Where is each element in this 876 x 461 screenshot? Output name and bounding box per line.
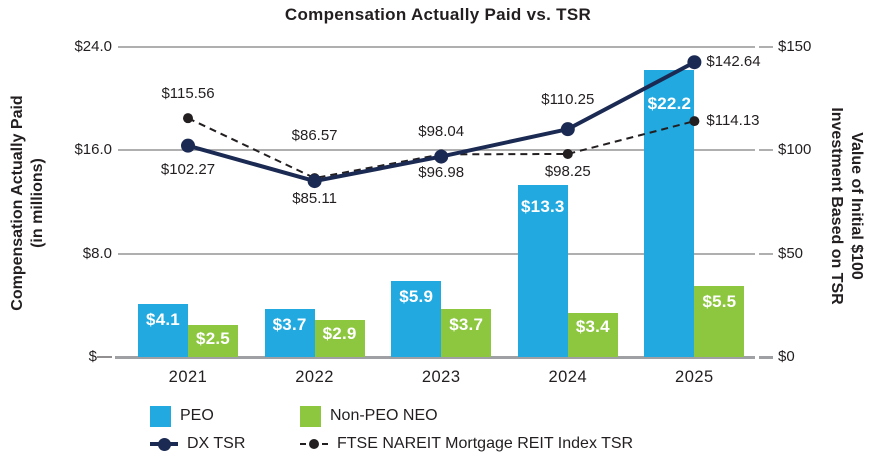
bar-label-neo-2024: $3.4 bbox=[575, 317, 610, 337]
legend-label-neo: Non-PEO NEO bbox=[330, 407, 438, 424]
data-point-ftse-2025 bbox=[689, 116, 700, 127]
data-point-dx-2021 bbox=[181, 138, 195, 153]
bar-label-peo-2023: $5.9 bbox=[399, 286, 434, 306]
point-label-ftse-2022: $86.57 bbox=[291, 127, 338, 145]
data-point-dx-2022 bbox=[307, 174, 322, 189]
x-label-2023: 2023 bbox=[421, 368, 461, 386]
x-axis-right-dash bbox=[759, 355, 773, 359]
legend-label-peo: PEO bbox=[180, 407, 214, 424]
point-label-dx-2021: $102.27 bbox=[160, 160, 216, 178]
data-point-dx-2025 bbox=[687, 55, 702, 70]
legend: PEO Non-PEO NEO DX TSR FTSE NAREIT Mortg… bbox=[150, 402, 790, 458]
dx-tsr-line-icon bbox=[150, 434, 178, 454]
right-axis-tick: $0 bbox=[778, 348, 795, 365]
bar-neo-2021 bbox=[188, 324, 238, 357]
bar-neo-2025 bbox=[694, 285, 745, 357]
bar-label-neo-2023: $3.7 bbox=[449, 315, 484, 335]
gridline-right-dash bbox=[759, 46, 773, 48]
bar-label-neo-2021: $2.5 bbox=[196, 328, 230, 348]
legend-item-ftse: FTSE NAREIT Mortgage REIT Index TSR bbox=[300, 434, 790, 454]
point-label-dx-2023: $96.98 bbox=[418, 163, 465, 181]
non-peo-neo-swatch-icon bbox=[300, 405, 321, 427]
bar-label-neo-2025: $5.5 bbox=[702, 291, 737, 311]
gridline bbox=[118, 252, 755, 255]
data-point-ftse-2021 bbox=[183, 113, 193, 124]
bar-neo-2022 bbox=[314, 319, 365, 357]
bar-neo-2023 bbox=[441, 309, 492, 357]
data-point-dx-2023 bbox=[434, 149, 449, 164]
bar-label-peo-2022: $3.7 bbox=[272, 315, 307, 335]
legend-item-dx-tsr: DX TSR bbox=[150, 434, 300, 454]
point-label-dx-2025: $142.64 bbox=[706, 53, 761, 71]
point-label-dx-2022: $85.11 bbox=[292, 190, 337, 208]
x-axis-baseline bbox=[115, 355, 755, 359]
x-label-2024: 2024 bbox=[548, 368, 588, 386]
gridline bbox=[118, 46, 755, 48]
right-axis-tick: $100 bbox=[778, 141, 812, 159]
data-point-ftse-2024 bbox=[562, 148, 573, 159]
bar-peo-2021 bbox=[138, 304, 188, 357]
left-axis-tick: $— bbox=[88, 348, 112, 365]
legend-item-neo: Non-PEO NEO bbox=[300, 405, 790, 427]
left-axis-tick: $16.0 bbox=[74, 141, 112, 159]
bar-peo-2023 bbox=[391, 280, 442, 357]
bar-peo-2025 bbox=[644, 70, 695, 357]
legend-label-ftse: FTSE NAREIT Mortgage REIT Index TSR bbox=[337, 435, 634, 452]
gridline bbox=[118, 149, 755, 152]
point-label-ftse-2021: $115.56 bbox=[161, 85, 215, 103]
gridline-right-dash bbox=[759, 252, 773, 255]
bar-peo-2022 bbox=[264, 309, 315, 357]
right-axis-tick: $150 bbox=[778, 38, 812, 55]
point-label-ftse-2023: $98.04 bbox=[418, 123, 465, 141]
data-point-dx-2024 bbox=[560, 122, 575, 137]
right-axis-tick: $50 bbox=[778, 244, 804, 262]
x-label-2022: 2022 bbox=[295, 368, 334, 386]
bar-label-peo-2024: $13.3 bbox=[521, 197, 565, 217]
bar-neo-2024 bbox=[567, 313, 618, 357]
legend-item-peo: PEO bbox=[150, 405, 300, 427]
gridline-right-dash bbox=[759, 149, 773, 152]
point-label-ftse-2025: $114.13 bbox=[706, 112, 760, 130]
point-label-ftse-2024: $98.25 bbox=[544, 162, 591, 180]
legend-label-dx: DX TSR bbox=[187, 435, 246, 452]
bar-label-neo-2022: $2.9 bbox=[322, 323, 357, 343]
bar-label-peo-2021: $4.1 bbox=[146, 310, 180, 330]
bar-peo-2024 bbox=[517, 185, 568, 357]
ftse-dashed-line-icon bbox=[300, 434, 328, 454]
left-axis-tick: $8.0 bbox=[82, 244, 112, 262]
point-label-dx-2024: $110.25 bbox=[541, 91, 595, 109]
peo-swatch-icon bbox=[150, 405, 171, 427]
x-label-2021: 2021 bbox=[168, 368, 208, 386]
x-label-2025: 2025 bbox=[675, 368, 714, 386]
bar-label-peo-2025: $22.2 bbox=[647, 94, 692, 114]
left-axis-tick: $24.0 bbox=[74, 38, 112, 55]
chart-title: Compensation Actually Paid vs. TSR bbox=[284, 5, 592, 24]
